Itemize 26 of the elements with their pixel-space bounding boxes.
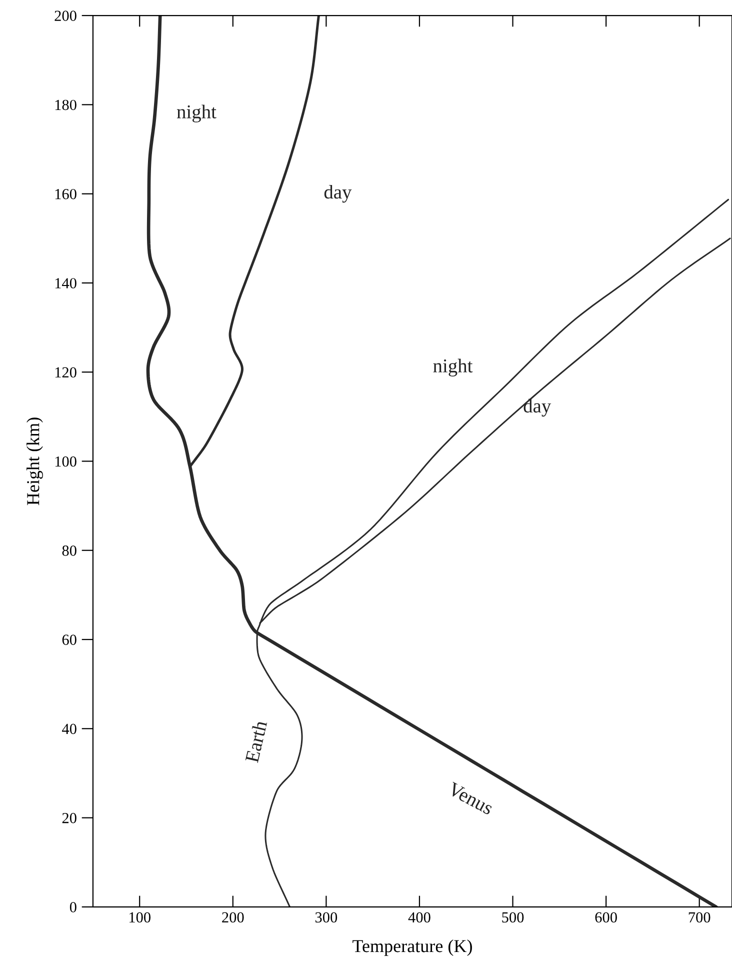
x-tick-label: 300 [315,912,338,923]
x-tick-label: 200 [222,912,244,923]
y-tick-label: 120 [55,367,76,378]
annotation: night [176,104,216,122]
y-axis-title: Height (km) [26,418,43,506]
y-tick-label: 80 [62,546,76,556]
annotation: day [324,184,352,203]
annotation: Venus [446,782,494,816]
x-tick-label: 600 [595,912,617,923]
x-tick-label: 500 [502,912,524,923]
x-axis-title: Temperature (K) [352,940,472,956]
x-tick-label: 400 [408,912,430,923]
y-tick-label: 160 [55,188,76,200]
y-tick-label: 40 [62,724,76,734]
x-tick-label: 700 [688,912,710,923]
annotation: night [433,358,473,376]
y-tick-label: 140 [55,278,76,288]
x-tick-label: 100 [129,912,150,923]
annotation: day [524,398,552,417]
y-tick-label: 200 [54,10,76,21]
y-tick-label: 0 [70,902,76,912]
y-tick-label: 100 [55,456,76,467]
y-tick-label: 20 [62,812,76,824]
y-tick-label: 60 [62,634,76,645]
y-tick-label: 180 [55,100,76,110]
annotation: Earth [244,720,268,764]
